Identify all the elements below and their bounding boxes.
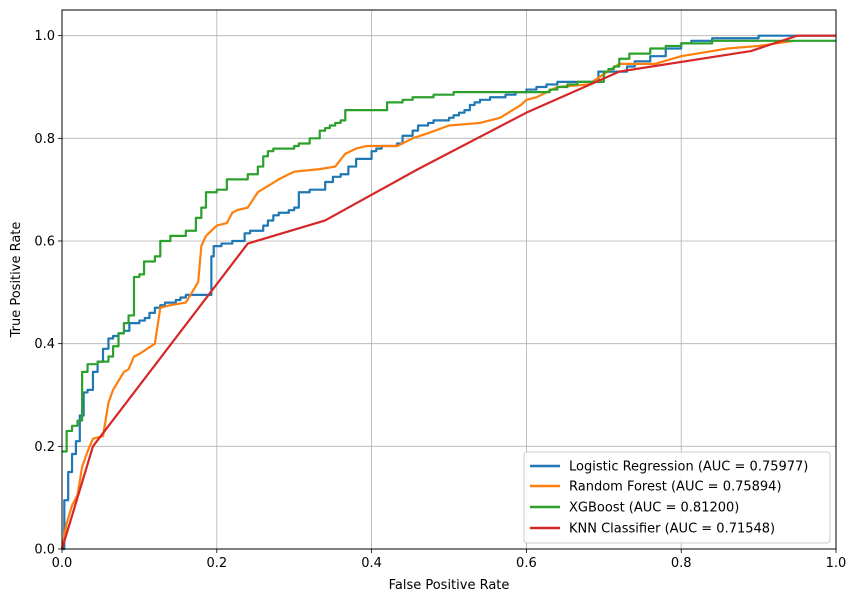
legend: Logistic Regression (AUC = 0.75977) Rand… [523, 451, 831, 544]
x-tick-label: 0.2 [206, 556, 227, 571]
y-axis-ticks: 0.0 0.2 0.4 0.6 0.8 1.0 [34, 29, 62, 558]
y-tick-label: 1.0 [34, 29, 55, 44]
legend-label-logistic-regression: Logistic Regression (AUC = 0.75977) [569, 460, 808, 475]
x-tick-label: 0.4 [361, 556, 382, 571]
y-tick-label: 0.4 [34, 337, 55, 352]
roc-curve-knn-classifier [60, 34, 836, 550]
x-tick-label: 0.6 [516, 556, 537, 571]
y-axis-label: True Positive Rate [9, 222, 24, 339]
legend-label-knn-classifier: KNN Classifier (AUC = 0.71548) [569, 522, 775, 537]
roc-curves [60, 34, 836, 551]
x-tick-label: 0.0 [52, 556, 73, 571]
legend-entry-logistic-regression: Logistic Regression (AUC = 0.75977) [530, 460, 808, 475]
x-axis-ticks: 0.0 0.2 0.4 0.6 0.8 1.0 [52, 549, 847, 571]
roc-curve-random-forest [60, 39, 795, 550]
y-tick-label: 0.0 [34, 543, 55, 558]
y-tick-label: 0.8 [34, 132, 55, 147]
legend-entry-xgboost: XGBoost (AUC = 0.81200) [530, 501, 739, 516]
x-tick-label: 1.0 [826, 556, 847, 571]
legend-label-xgboost: XGBoost (AUC = 0.81200) [569, 501, 739, 516]
legend-entry-random-forest: Random Forest (AUC = 0.75894) [530, 480, 782, 495]
x-tick-label: 0.8 [671, 556, 692, 571]
legend-box [523, 451, 831, 544]
legend-entry-knn-classifier: KNN Classifier (AUC = 0.71548) [530, 522, 775, 537]
y-tick-label: 0.6 [34, 235, 55, 250]
legend-label-random-forest: Random Forest (AUC = 0.75894) [569, 480, 782, 495]
grid-lines [61, 10, 837, 550]
x-axis-label: False Positive Rate [389, 578, 510, 593]
y-tick-label: 0.2 [34, 440, 55, 455]
plot-frame [61, 9, 837, 550]
